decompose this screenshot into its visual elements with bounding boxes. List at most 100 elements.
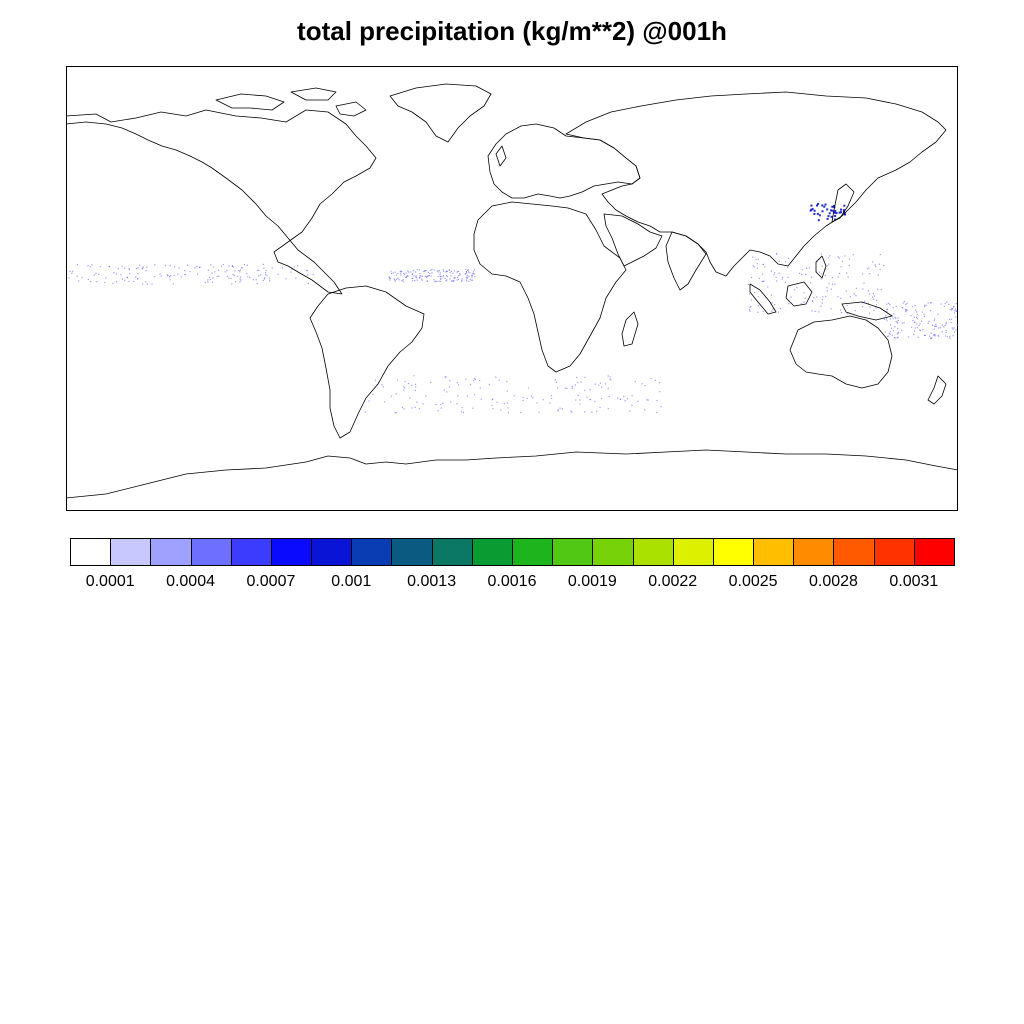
precip-cell xyxy=(955,303,957,305)
precip-cell xyxy=(166,274,168,276)
precip-cell xyxy=(596,410,598,412)
precip-cell xyxy=(897,317,899,319)
precip-cell xyxy=(897,320,899,322)
precip-cell xyxy=(750,276,753,279)
precip-cell xyxy=(142,268,144,270)
precip-cell xyxy=(220,265,223,267)
precip-cell xyxy=(788,303,790,305)
precip-cell xyxy=(818,311,820,313)
precip-cell xyxy=(415,275,417,277)
precip-cell xyxy=(169,276,171,278)
precip-cell xyxy=(159,273,161,275)
precip-cell xyxy=(834,218,837,221)
precip-cell xyxy=(407,382,410,385)
precip-cell xyxy=(830,288,832,290)
precip-cell xyxy=(218,269,220,271)
precip-cell xyxy=(891,334,893,336)
precip-cell xyxy=(924,306,926,308)
precip-cell xyxy=(439,272,441,274)
precip-cell xyxy=(231,283,233,285)
precip-cell xyxy=(811,310,813,312)
precip-cell xyxy=(951,308,954,310)
precip-cell xyxy=(160,275,162,277)
precip-cell xyxy=(830,209,832,212)
precip-cell xyxy=(473,273,475,275)
precip-cell xyxy=(872,296,874,298)
precip-cell xyxy=(133,280,135,283)
precip-cell xyxy=(169,279,171,281)
precip-cell xyxy=(775,276,777,279)
coast-britain xyxy=(495,145,507,167)
precip-cell xyxy=(507,407,509,409)
precip-cell xyxy=(861,273,864,275)
precip-cell xyxy=(824,274,826,277)
precip-cell xyxy=(449,380,451,382)
precip-cell xyxy=(831,209,834,212)
precip-cell xyxy=(503,402,505,405)
precip-cell xyxy=(467,277,469,279)
precip-cell xyxy=(901,322,903,324)
precip-cell xyxy=(421,275,423,277)
precip-cell xyxy=(413,275,415,277)
precip-cell xyxy=(910,315,912,317)
colorbar-tick-label: 0.0013 xyxy=(407,573,457,590)
precip-cell xyxy=(654,379,657,381)
precip-cell xyxy=(878,263,880,265)
precip-cell xyxy=(950,309,952,311)
precip-cell xyxy=(923,313,925,315)
precip-cell xyxy=(491,399,493,401)
precip-cell xyxy=(226,275,228,277)
precip-cell xyxy=(846,304,848,307)
precip-cell xyxy=(76,275,78,277)
precip-cell xyxy=(945,329,947,332)
coast-new-zealand xyxy=(927,375,947,405)
precip-cell xyxy=(121,265,123,267)
precip-cell xyxy=(773,274,775,276)
precip-cell xyxy=(917,336,919,338)
precip-cell xyxy=(457,395,459,397)
precip-cell xyxy=(448,269,450,271)
precip-cell xyxy=(607,407,609,410)
precip-cell xyxy=(246,264,248,266)
precip-cell xyxy=(846,272,848,274)
precip-cell xyxy=(952,328,954,330)
precip-cell xyxy=(406,276,408,278)
precip-cell xyxy=(421,279,423,281)
precip-cell xyxy=(425,270,427,272)
precip-cell xyxy=(228,277,230,279)
precip-cell xyxy=(932,324,934,326)
precip-cell xyxy=(834,210,837,213)
precip-cell xyxy=(571,387,573,389)
colorbar-box xyxy=(793,538,835,566)
precip-cell xyxy=(108,265,110,267)
precip-cell xyxy=(821,265,823,267)
precip-cell xyxy=(894,316,896,318)
precip-cell xyxy=(918,324,920,326)
colorbar xyxy=(70,538,955,568)
precip-cell xyxy=(818,214,821,217)
precip-cell xyxy=(818,271,820,273)
precip-cell xyxy=(939,327,941,329)
precip-cell xyxy=(826,217,829,220)
precip-cell xyxy=(264,277,266,279)
precip-cell xyxy=(879,253,881,256)
precip-cell xyxy=(584,376,586,378)
precip-cell xyxy=(394,271,396,273)
precip-cell xyxy=(554,379,556,381)
coast-south-america xyxy=(309,285,425,439)
colorbar-box xyxy=(632,538,674,566)
colorbar-box xyxy=(70,538,112,566)
precip-cell xyxy=(522,399,524,402)
precip-cell xyxy=(922,329,924,331)
precip-cell xyxy=(841,260,843,262)
precip-cell xyxy=(444,376,446,378)
precip-cell xyxy=(828,212,831,215)
precip-cell xyxy=(821,299,823,301)
precip-cell xyxy=(472,271,474,273)
precip-cell xyxy=(641,383,643,385)
precip-cell xyxy=(875,304,878,306)
precip-cell xyxy=(758,277,761,279)
precip-cell xyxy=(246,273,248,275)
precip-cell xyxy=(557,410,559,412)
precip-cell xyxy=(893,336,896,338)
